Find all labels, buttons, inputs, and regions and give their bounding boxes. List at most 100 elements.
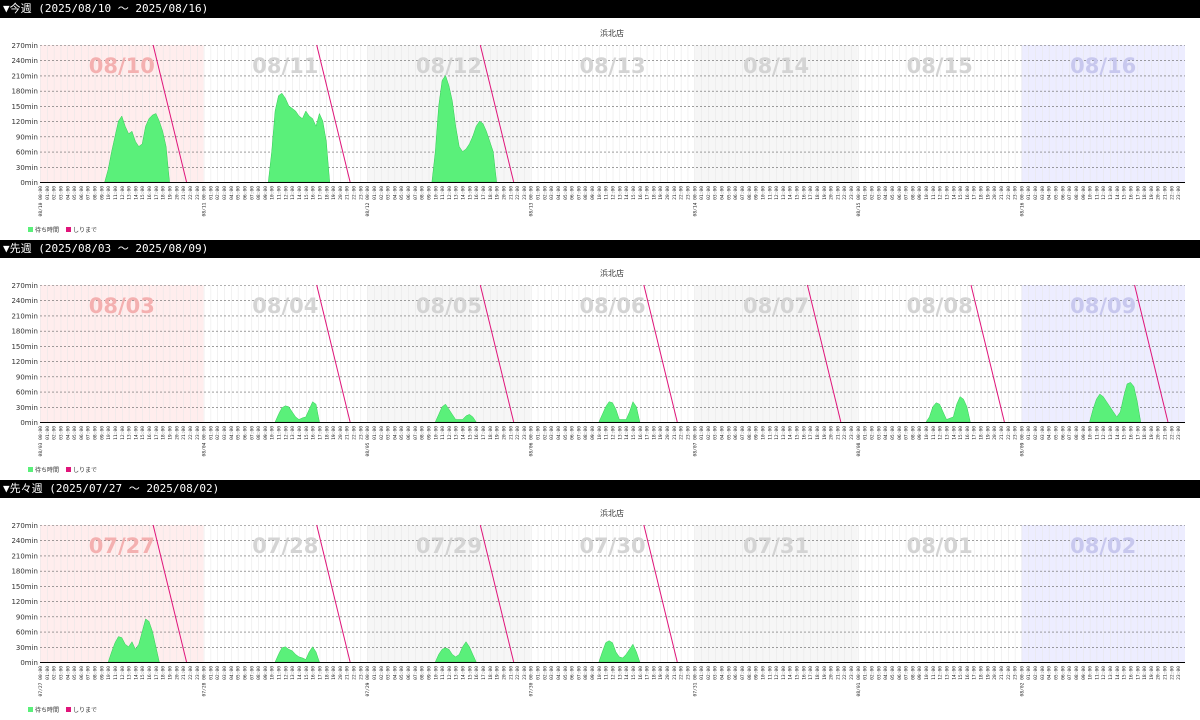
x-tick-label: 14:00 xyxy=(133,186,139,200)
day-watermark-label: 08/01 xyxy=(907,534,973,558)
legend-label: 待ち時間 xyxy=(35,226,59,234)
x-tick-label: 21:00 xyxy=(181,186,187,200)
limit-line xyxy=(1134,284,1169,423)
x-tick-label: 22:00 xyxy=(188,426,194,440)
x-tick-label: 03:00 xyxy=(58,426,64,440)
x-tick-label: 20:00 xyxy=(992,186,998,200)
x-tick-label: 04:00 xyxy=(392,426,398,440)
x-tick-label: 06:00 xyxy=(570,426,576,440)
week-panel-last-week: ▼先週 (2025/08/03 ～ 2025/08/09) 270min 240m… xyxy=(0,240,1200,480)
x-tick-label: 15:00 xyxy=(795,426,801,440)
x-tick-label: 15:00 xyxy=(467,666,473,680)
x-tick-label: 23:00 xyxy=(849,666,855,680)
x-tick-label: 07:00 xyxy=(576,666,582,680)
x-tick-label: 11:00 xyxy=(1094,186,1100,200)
x-tick-label: 16:00 xyxy=(311,666,317,680)
x-tick-label: 18:00 xyxy=(324,186,330,200)
x-tick-label: 15:00 xyxy=(140,426,146,440)
x-tick-label: 18:00 xyxy=(488,186,494,200)
x-tick-label: 02:00 xyxy=(706,186,712,200)
x-tick-label: 18:00 xyxy=(979,426,985,440)
x-tick-label: 05:00 xyxy=(890,666,896,680)
x-tick-label: 17:00 xyxy=(645,666,651,680)
x-tick-label: 06:00 xyxy=(897,666,903,680)
x-tick-label: 14:00 xyxy=(297,186,303,200)
x-tick-label: 11:00 xyxy=(440,426,446,440)
x-tick-label: 14:00 xyxy=(297,426,303,440)
x-tick-label: 19:00 xyxy=(985,186,991,200)
x-tick-label: 21:00 xyxy=(999,426,1005,440)
x-tick-label: 15:00 xyxy=(958,666,964,680)
x-tick-label: 20:00 xyxy=(338,666,344,680)
x-tick-label: 11:00 xyxy=(931,666,937,680)
x-tick-label: 09:00 xyxy=(917,666,923,680)
x-tick-label: 23:00 xyxy=(195,666,201,680)
x-tick-label: 05:00 xyxy=(563,186,569,200)
x-tick-label: 20:00 xyxy=(174,426,180,440)
x-tick-label: 06:00 xyxy=(733,186,739,200)
x-tick-label: 17:00 xyxy=(317,186,323,200)
x-tick-label: 08:00 xyxy=(420,666,426,680)
x-tick-label: 17:00 xyxy=(481,666,487,680)
x-tick-label: 21:00 xyxy=(508,666,514,680)
x-tick-label: 08/05 00:00 xyxy=(365,426,371,457)
x-tick-label: 10:00 xyxy=(433,666,439,680)
x-tick-label: 03:00 xyxy=(222,666,228,680)
x-tick-label: 19:00 xyxy=(1149,426,1155,440)
x-tick-label: 13:00 xyxy=(454,666,460,680)
x-tick-label: 09:00 xyxy=(263,186,269,200)
x-tick-label: 07:00 xyxy=(1067,426,1073,440)
x-tick-label: 21:00 xyxy=(835,666,841,680)
x-tick-label: 13:00 xyxy=(944,426,950,440)
x-tick-label: 20:00 xyxy=(501,426,507,440)
x-tick-label: 09:00 xyxy=(754,666,760,680)
x-tick-label: 05:00 xyxy=(1054,186,1060,200)
x-tick-label: 18:00 xyxy=(488,666,494,680)
x-tick-label: 10:00 xyxy=(1088,186,1094,200)
x-tick-label: 03:00 xyxy=(58,186,64,200)
x-tick-label: 21:00 xyxy=(835,426,841,440)
x-tick-label: 13:00 xyxy=(944,666,950,680)
x-tick-label: 04:00 xyxy=(720,666,726,680)
x-tick-label: 19:00 xyxy=(495,426,501,440)
day-watermark-label: 08/16 xyxy=(1070,54,1136,78)
x-tick-label: 05:00 xyxy=(563,666,569,680)
x-tick-label: 08:00 xyxy=(910,426,916,440)
y-tick-label: 120min xyxy=(11,358,38,366)
limit-line xyxy=(643,284,678,423)
legend-label: 待ち時間 xyxy=(35,706,59,714)
day-band xyxy=(1021,525,1185,662)
y-tick-label: 210min xyxy=(11,72,38,80)
y-tick-label: 270min xyxy=(11,522,38,530)
x-tick-label: 01:00 xyxy=(208,666,214,680)
x-tick-label: 10:00 xyxy=(106,426,112,440)
wait-time-chart-last-week: 270min 240min 210min 180min 150min 120min 90mi… xyxy=(11,268,1185,474)
x-tick-label: 17:00 xyxy=(1135,426,1141,440)
x-tick-label: 11:00 xyxy=(604,186,610,200)
x-tick-label: 23:00 xyxy=(358,666,364,680)
x-tick-label: 22:00 xyxy=(1006,186,1012,200)
legend-swatch xyxy=(66,227,71,232)
x-tick-label: 07:00 xyxy=(904,666,910,680)
day-watermark-label: 08/07 xyxy=(743,294,809,318)
x-tick-label: 20:00 xyxy=(501,666,507,680)
y-tick-label: 30min xyxy=(16,164,38,172)
x-tick-label: 02:00 xyxy=(52,186,58,200)
x-tick-label: 07:00 xyxy=(576,426,582,440)
wait-time-area xyxy=(434,641,477,663)
wait-time-chart-two-weeks-ago: 270min 240min 210min 180min 150min 120min 90mi… xyxy=(11,508,1185,714)
limit-line xyxy=(152,44,188,183)
x-tick-label: 07:00 xyxy=(249,186,255,200)
x-tick-label: 18:00 xyxy=(324,426,330,440)
x-tick-label: 07:00 xyxy=(904,186,910,200)
x-tick-label: 18:00 xyxy=(651,666,657,680)
x-tick-label: 11:00 xyxy=(440,186,446,200)
x-tick-label: 21:00 xyxy=(508,426,514,440)
x-tick-label: 17:00 xyxy=(1135,666,1141,680)
x-tick-label: 15:00 xyxy=(467,186,473,200)
y-tick-label: 0min xyxy=(20,659,38,667)
x-tick-label: 23:00 xyxy=(522,666,528,680)
limit-line xyxy=(806,284,842,423)
x-tick-label: 20:00 xyxy=(829,186,835,200)
wait-time-area xyxy=(598,640,641,663)
